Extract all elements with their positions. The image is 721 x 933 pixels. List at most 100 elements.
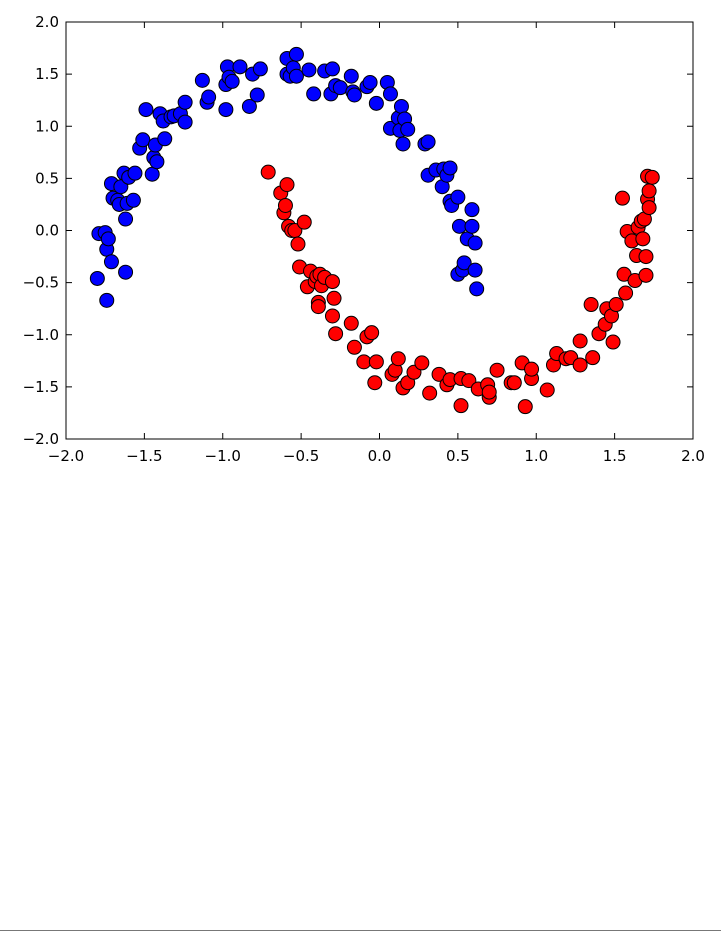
scatter-point-s1-86 [641,183,657,199]
scatter-point-s0-20 [135,132,151,148]
scatter-point-s0-76 [420,134,436,150]
y-tick-label: −2.0 [23,430,59,448]
scatter-point-s1-48 [481,384,497,400]
scatter-point-s0-6 [103,254,119,270]
scatter-point-s0-0 [89,270,105,286]
scatter-point-s1-28 [364,325,380,341]
scatter-point-s0-91 [464,202,480,218]
scatter-point-s1-87 [641,200,657,216]
y-tick-label: 2.0 [35,13,59,31]
y-tick-label: 0.5 [35,169,59,187]
scatter-point-s0-52 [288,68,304,84]
scatter-point-s1-70 [608,297,624,313]
scatter-point-s1-62 [572,357,588,373]
scatter-point-s0-33 [177,94,193,110]
scatter-point-s0-43 [241,98,257,114]
x-tick-label: −1.5 [126,447,162,465]
scatter-point-s1-55 [524,361,540,377]
scatter-point-s1-51 [506,375,522,391]
scatter-point-s0-82 [442,160,458,176]
scatter-point-s0-22 [144,166,160,182]
scatter-point-s1-44 [461,373,477,389]
y-tick-label: 0.0 [35,222,59,240]
plot-frame [65,21,694,440]
scatter-point-s0-67 [382,86,398,102]
scatter-point-s1-10 [296,214,312,230]
x-tick-label: 1.5 [603,447,627,465]
scatter-point-s0-89 [456,255,472,271]
scatter-point-s0-51 [288,46,304,62]
scatter-point-s1-61 [572,333,588,349]
x-tick-label: 0.0 [368,447,392,465]
scatter-point-s1-69 [605,334,621,350]
scatter-point-s1-73 [618,285,634,301]
scatter-point-s1-53 [517,399,533,415]
scatter-point-s0-21 [138,102,154,118]
y-tick-label: −1.0 [23,326,59,344]
x-tick-label: −1.0 [205,447,241,465]
scatter-point-s0-64 [362,74,378,90]
scatter-point-s1-63 [583,297,599,313]
scatter-point-s0-18 [127,165,143,181]
scatter-point-s1-64 [585,350,601,366]
y-tick-label: −1.5 [23,378,59,396]
y-tick-label: −0.5 [23,274,59,292]
scatter-point-s1-88 [644,169,660,185]
scatter-point-s1-25 [346,339,362,355]
x-tick-label: −2.0 [48,447,84,465]
scatter-point-s1-8 [290,236,306,252]
scatter-point-s0-5 [100,231,116,247]
scatter-point-s0-74 [400,121,416,137]
scatter-point-s1-43 [453,398,469,414]
scatter-point-s1-29 [368,354,384,370]
scatter-point-s0-93 [467,235,483,251]
scatter-point-s0-46 [252,61,268,77]
x-tick-label: −0.5 [283,447,319,465]
scatter-point-s0-34 [194,72,210,88]
x-tick-label: 0.5 [446,447,470,465]
scatter-point-s0-25 [149,154,165,170]
scatter-point-s0-72 [395,136,411,152]
scatter-point-s0-13 [118,211,134,227]
scatter-point-s0-95 [469,281,485,297]
scatter-point-s0-87 [451,218,467,234]
scatter-point-s0-59 [332,80,348,96]
scatter-point-s0-85 [450,189,466,205]
scatter-chart: −2.0 −1.5 −1.0 −0.5 0.0 0.5 1.0 1.5 2.0 2.0 1.5 1.0… [23,13,705,465]
scatter-point-s1-33 [390,351,406,367]
axis-ticks: −2.0 −1.5 −1.0 −0.5 0.0 0.5 1.0 1.5 2.0 2.0 1.5 1.0… [23,13,705,465]
scatter-point-s0-94 [467,262,483,278]
scatter-point-s0-62 [346,87,362,103]
scatter-point-s1-23 [328,326,344,342]
scatter-point-s0-17 [125,192,141,208]
scatter-point-s1-26 [356,354,372,370]
scatter-point-s1-21 [324,308,340,324]
scatter-point-s1-24 [343,315,359,331]
scatter-point-s1-38 [422,385,438,401]
scatter-point-s1-0 [260,164,276,180]
scatter-point-s1-80 [635,231,651,247]
y-tick-label: 1.5 [35,65,59,83]
scatter-point-s0-3 [99,292,115,308]
scatter-point-s1-71 [614,190,630,206]
scatter-point-s0-42 [232,59,248,75]
scatter-point-s1-30 [367,375,383,391]
bottom-rule [0,930,721,931]
scatter-point-s1-82 [638,249,654,265]
scatter-point-s1-16 [310,299,326,315]
scatter-point-s1-56 [539,382,555,398]
scatter-point-s0-60 [343,68,359,84]
y-tick-label: 1.0 [35,117,59,135]
scatter-point-s0-53 [301,62,317,78]
scatter-point-s1-20 [324,274,340,290]
scatter-point-s0-38 [218,102,234,118]
x-tick-label: 2.0 [681,447,705,465]
scatter-point-s1-22 [326,290,342,306]
scatter-point-s0-92 [464,218,480,234]
scatter-point-s0-57 [324,61,340,77]
scatter-point-s1-37 [414,355,430,371]
scatter-point-s1-3 [277,197,293,213]
points-layer [89,46,660,415]
x-tick-label: 1.0 [524,447,548,465]
scatter-point-s0-28 [157,131,173,147]
